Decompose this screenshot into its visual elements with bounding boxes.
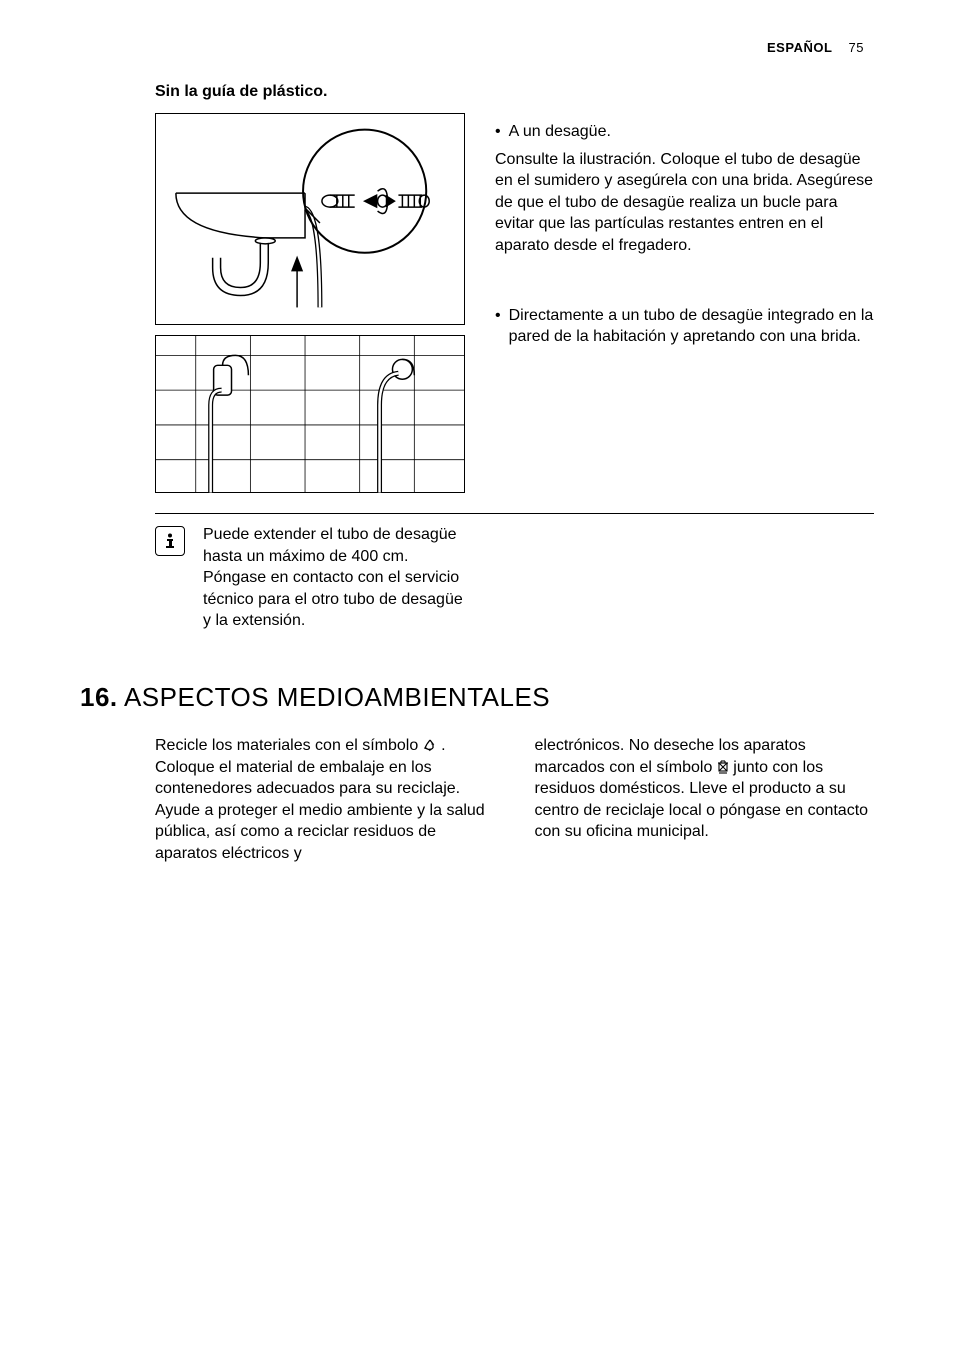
instruction-item: • A un desagüe. Consulte la ilustración.… [495,121,874,257]
subsection-title: Sin la guía de plástico. [155,83,874,101]
env-col-right: electrónicos. No deseche los aparatos ma… [535,735,875,865]
figure-drain-sink [155,113,465,325]
page-header: ESPAÑOL 75 [80,40,874,55]
drain-sink-illustration [156,113,464,325]
bullet-icon: • [495,305,501,348]
section-title: ASPECTOS MEDIOAMBIENTALES [124,682,550,712]
divider [155,513,874,514]
environmental-columns: Recicle los materiales con el símbolo . … [155,735,874,865]
instructions-column: • A un desagüe. Consulte la ilustración.… [495,113,874,503]
bullet-icon: • [495,121,501,143]
figures-column [155,113,465,503]
info-note-text: Puede extender el tubo de desagüe hasta … [203,524,473,632]
instruction-title: A un desagüe. [509,121,611,143]
instruction-desc: Consulte la ilustración. Coloque el tubo… [495,149,874,257]
instruction-title: Directamente a un tubo de desagüe integr… [509,305,874,348]
section-heading: 16. ASPECTOS MEDIOAMBIENTALES [80,682,874,713]
env-text: Recicle los materiales con el símbolo [155,737,423,754]
env-col-left: Recicle los materiales con el símbolo . … [155,735,495,865]
recycle-icon [423,738,437,752]
info-icon [155,526,185,556]
header-page-number: 75 [849,40,864,55]
weee-bin-icon [717,760,729,774]
info-note-row: Puede extender el tubo de desagüe hasta … [155,524,874,632]
figure-wall-drain [155,335,465,493]
installation-section: • A un desagüe. Consulte la ilustración.… [155,113,874,503]
instruction-item: • Directamente a un tubo de desagüe inte… [495,305,874,348]
section-number: 16. [80,682,118,712]
env-text: Ayude a proteger el medio ambiente y la … [155,802,485,862]
header-language: ESPAÑOL [767,40,832,55]
wall-drain-illustration [156,335,464,493]
